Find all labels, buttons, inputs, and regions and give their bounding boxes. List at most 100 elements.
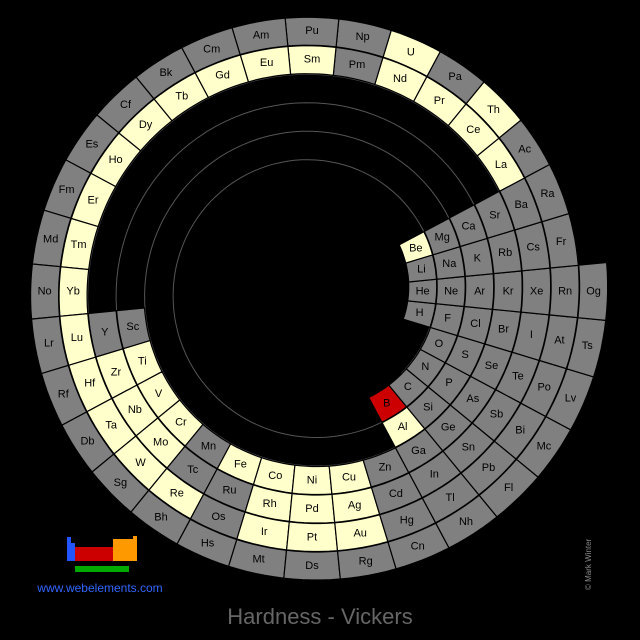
element-symbol: Ar <box>474 285 485 297</box>
title: Hardness - Vickers <box>227 604 412 629</box>
element-cells: H He Li Be B CNO F Ne Na Mg Al Si P S Cl Ar K Ca Sc Ti V Cr Mn… <box>30 16 609 581</box>
element: Lu <box>59 312 97 367</box>
element-symbol: Gd <box>215 70 230 82</box>
element-symbol: Ne <box>444 285 458 297</box>
element-symbol: Th <box>487 104 500 116</box>
element: Pd <box>288 492 336 524</box>
element-symbol: Pr <box>434 95 445 107</box>
element-symbol: Ts <box>582 340 594 352</box>
element-symbol: Mn <box>201 440 216 452</box>
element-symbol: W <box>135 457 146 469</box>
element-symbol: Hf <box>84 378 96 390</box>
credit: © Mark Winter <box>584 538 593 590</box>
element-symbol: Pm <box>349 59 366 71</box>
icon-p-block <box>113 539 137 561</box>
element-symbol: K <box>474 253 482 265</box>
element-symbol: Y <box>101 327 109 339</box>
element-symbol: Zr <box>111 367 122 379</box>
element-symbol: Sm <box>304 54 321 66</box>
element: Ni <box>291 464 333 496</box>
element-symbol: Nd <box>393 73 407 85</box>
element-symbol: Ru <box>222 485 236 497</box>
element: Sn <box>442 422 495 474</box>
element: Ce <box>447 103 500 157</box>
element-symbol: Be <box>409 242 422 254</box>
element-symbol: Fm <box>59 184 75 196</box>
element: Rg <box>336 541 397 580</box>
element-symbol: Si <box>423 401 433 413</box>
element-symbol: Te <box>512 371 524 383</box>
element-symbol: Db <box>80 435 94 447</box>
icon-s-block <box>71 543 75 561</box>
element: Ne <box>435 275 466 308</box>
element-symbol: Sc <box>126 321 139 333</box>
element-symbol: Pu <box>305 25 318 37</box>
icon-s-block <box>67 537 71 561</box>
element-symbol: Ho <box>109 154 123 166</box>
element-symbol: Tl <box>446 492 455 504</box>
element-symbol: Cd <box>389 488 403 500</box>
element: Rn <box>548 264 580 319</box>
element-symbol: Fe <box>234 458 247 470</box>
element-symbol: N <box>421 361 429 373</box>
element-symbol: Se <box>485 360 498 372</box>
element-symbol: Sb <box>490 409 503 421</box>
element-symbol: Tc <box>187 464 199 476</box>
element-symbol: H <box>416 307 424 319</box>
element-symbol: O <box>435 338 444 350</box>
element-symbol: Au <box>353 528 366 540</box>
element-symbol: Lv <box>565 393 577 405</box>
element: Pu <box>284 16 340 48</box>
element-symbol: Tm <box>71 239 87 251</box>
element-symbol: Lu <box>71 332 83 344</box>
element: Kr <box>492 270 523 313</box>
element: Og <box>577 261 609 322</box>
element-symbol: Li <box>417 264 426 276</box>
element: Xe <box>520 267 552 316</box>
element-symbol: C <box>404 381 412 393</box>
element: Am <box>231 17 289 56</box>
element-symbol: Tb <box>175 91 188 103</box>
website[interactable]: www.webelements.com <box>36 581 162 595</box>
element: No <box>30 263 61 320</box>
element-symbol: Og <box>586 285 601 297</box>
element-symbol: U <box>407 47 415 59</box>
element-symbol: Os <box>211 511 226 523</box>
element: He <box>407 278 438 305</box>
element: Pt <box>285 521 339 553</box>
element-symbol: Nh <box>459 516 473 528</box>
element-symbol: At <box>554 335 564 347</box>
element: Ds <box>283 549 341 581</box>
element-symbol: Es <box>85 138 98 150</box>
element-symbol: La <box>495 159 508 171</box>
element-symbol: Mg <box>435 232 450 244</box>
element-symbol: Am <box>253 29 270 41</box>
element-symbol: B <box>383 397 390 409</box>
element-symbol: Zn <box>379 462 392 474</box>
element-symbol: Rf <box>58 388 70 400</box>
element-symbol: Co <box>268 470 282 482</box>
element-symbol: Sg <box>114 477 127 489</box>
element: Eu <box>239 45 292 83</box>
element: Cs <box>514 221 551 272</box>
element-symbol: Nb <box>128 404 142 416</box>
element-symbol: No <box>38 285 52 297</box>
element: Ac <box>498 119 551 179</box>
element-symbol: Ta <box>105 420 118 432</box>
element-symbol: Re <box>170 488 184 500</box>
element-symbol: Br <box>498 324 509 336</box>
element-symbol: Mo <box>153 437 168 449</box>
element-symbol: Po <box>537 382 550 394</box>
element-symbol: Ac <box>518 143 531 155</box>
element-symbol: Er <box>88 195 99 207</box>
element-symbol: Bi <box>515 425 525 437</box>
element-symbol: Rn <box>558 285 572 297</box>
element-symbol: Ds <box>305 560 319 572</box>
element-symbol: Cu <box>342 472 356 484</box>
element-symbol: Kr <box>503 285 514 297</box>
element-symbol: F <box>444 312 451 324</box>
element-symbol: Cl <box>470 318 480 330</box>
element-symbol: Rh <box>263 498 277 510</box>
element-symbol: Ge <box>441 422 456 434</box>
